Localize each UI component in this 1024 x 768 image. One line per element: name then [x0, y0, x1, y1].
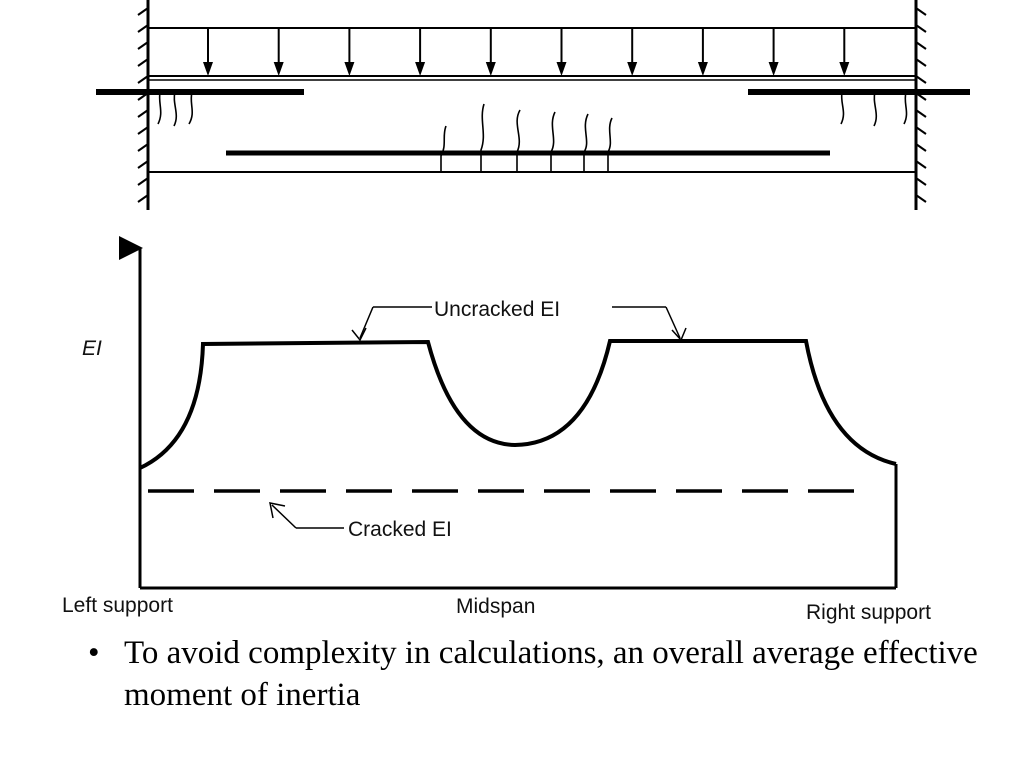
support-hatch — [137, 58, 149, 67]
support-hatch — [915, 194, 927, 203]
support-cracks-right — [840, 91, 908, 127]
support-hatch — [915, 75, 927, 84]
bullet-marker: • — [88, 635, 100, 671]
load-arrow-head — [768, 62, 779, 76]
support-hatch — [137, 109, 149, 118]
bullet-point: • To avoid complexity in calculations, a… — [88, 632, 988, 716]
support-hatch — [137, 41, 149, 50]
support-hatch — [915, 160, 927, 169]
load-arrow-head — [273, 62, 284, 76]
support-hatch — [915, 41, 927, 50]
support-cracks-left — [157, 91, 194, 127]
load-arrow-head — [627, 62, 638, 76]
right-fixed-support — [914, 0, 927, 210]
y-axis-label: EI — [82, 337, 102, 360]
cracked-leader — [269, 502, 344, 529]
uncracked-leaders — [351, 306, 687, 342]
support-hatch — [137, 194, 149, 203]
cracked-ei-label: Cracked EI — [348, 518, 452, 541]
distributed-load — [148, 27, 916, 76]
load-arrow-head — [485, 62, 496, 76]
load-arrow-head — [556, 62, 567, 76]
load-arrow-head — [697, 62, 708, 76]
support-hatch — [137, 177, 149, 186]
support-hatch — [915, 24, 927, 33]
support-hatch — [137, 24, 149, 33]
load-arrow-head — [415, 62, 426, 76]
support-hatch — [915, 143, 927, 152]
left-support-label: Left support — [62, 594, 173, 617]
support-hatch — [137, 75, 149, 84]
midspan-cracks — [440, 103, 613, 172]
beam — [147, 75, 917, 173]
support-hatch — [137, 126, 149, 135]
load-arrow-head — [344, 62, 355, 76]
midspan-label: Midspan — [456, 595, 535, 618]
support-hatch — [137, 143, 149, 152]
uncracked-ei-label: Uncracked EI — [434, 298, 560, 321]
support-hatch — [915, 109, 927, 118]
uncracked-ei-curve — [139, 339, 897, 470]
support-hatch — [915, 7, 927, 16]
left-fixed-support — [137, 0, 150, 210]
load-arrow-head — [203, 62, 213, 76]
support-hatch — [137, 7, 149, 16]
support-hatch — [915, 58, 927, 67]
load-arrow-head — [839, 62, 850, 76]
right-support-label: Right support — [806, 601, 931, 624]
support-hatch — [915, 177, 927, 186]
beam-diagram: EI Uncracked EI Cracked EI Left support … — [62, 0, 970, 624]
bullet-text: To avoid complexity in calculations, an … — [124, 635, 978, 713]
support-hatch — [915, 126, 927, 135]
support-hatch — [137, 160, 149, 169]
